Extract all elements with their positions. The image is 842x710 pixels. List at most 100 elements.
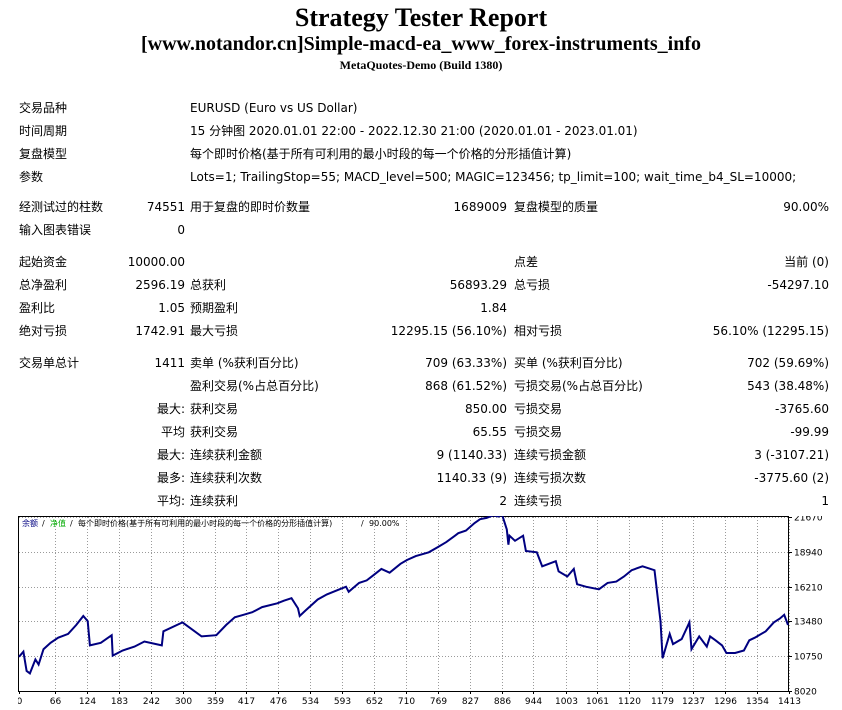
y-tick-label: 10750 — [794, 653, 823, 663]
expected-payoff-value: 1.84 — [480, 301, 507, 315]
plot-frame — [18, 516, 789, 692]
absolute-drawdown-label: 绝对亏损 — [19, 324, 68, 338]
profit-factor-label: 盈利比 — [19, 301, 56, 315]
max-consec-losses-label: 连续亏损金额 — [514, 448, 587, 462]
x-tick-label: 652 — [366, 697, 383, 707]
maximum-label: 最大: — [156, 448, 185, 462]
x-tick-label: 1179 — [651, 697, 674, 707]
y-tick-label: 21670 — [794, 516, 823, 524]
x-tick-label: 886 — [494, 697, 511, 707]
bars-label: 经测试过的柱数 — [19, 200, 104, 214]
axis-ticks: 0 66 124 183 242 300 359 417 476 534 593 652 710 769 8… — [18, 516, 823, 707]
x-tick-label: 944 — [525, 697, 542, 707]
model-label: 复盘模型 — [19, 147, 68, 161]
gross-loss-label: 总亏损 — [514, 278, 551, 292]
expected-payoff-label: 预期盈利 — [190, 301, 239, 315]
x-tick-label: 1061 — [586, 697, 609, 707]
relative-drawdown-label: 相对亏损 — [514, 324, 563, 338]
spread-label: 点差 — [514, 255, 539, 269]
legend-sep2: / — [70, 519, 73, 528]
most-label: 最多: — [156, 471, 185, 485]
chart-legend: 余额 / 净值 / 每个即时价格(基于所有可利用的最小时段的每一个价格的分形插值… — [22, 518, 400, 528]
gross-profit-value: 56893.29 — [449, 278, 507, 292]
ticks-value: 1689009 — [453, 200, 507, 214]
report-subtitle: [www.notandor.cn]Simple-macd-ea_www_fore… — [141, 33, 701, 55]
x-tick-label: 769 — [430, 697, 447, 707]
avg-consec-wins-value: 2 — [499, 494, 507, 508]
long-positions-value: 702 (59.69%) — [747, 356, 829, 370]
profit-factor-value: 1.05 — [158, 301, 185, 315]
long-positions-label: 买单 (%获利百分比) — [514, 356, 623, 370]
model-value: 每个即时价格(基于所有可利用的最小时段的每一个价格的分形插值计算) — [190, 147, 572, 161]
spread-value: 当前 (0) — [784, 255, 829, 269]
x-tick-label: 417 — [238, 697, 255, 707]
most-consec-losses-value: -3775.60 (2) — [754, 471, 829, 485]
average-label: 平均 — [160, 425, 185, 439]
x-tick-label: 242 — [143, 697, 160, 707]
symbol-label: 交易品种 — [19, 101, 68, 115]
y-tick-label: 13480 — [794, 618, 823, 628]
chart-grid — [19, 517, 790, 691]
x-tick-label: 593 — [334, 697, 351, 707]
max-consec-wins-label: 连续获利金额 — [190, 448, 263, 462]
net-profit-label: 总净盈利 — [19, 278, 68, 292]
build-info: MetaQuotes-Demo (Build 1380) — [339, 58, 503, 72]
average-loss-label: 亏损交易 — [514, 425, 563, 439]
y-tick-label: 16210 — [794, 584, 823, 594]
x-tick-label: 183 — [111, 697, 128, 707]
loss-trades-label: 亏损交易(%占总百分比) — [514, 379, 643, 393]
period-label: 时间周期 — [19, 124, 68, 138]
x-tick-label: 66 — [50, 697, 62, 707]
params-label: 参数 — [19, 170, 44, 184]
x-tick-label: 1237 — [682, 697, 705, 707]
period-value: 15 分钟图 2020.01.01 22:00 - 2022.12.30 21:… — [190, 124, 638, 138]
absolute-drawdown-value: 1742.91 — [135, 324, 185, 338]
gross-profit-label: 总获利 — [190, 278, 227, 292]
avg-consec-losses-label: 连续亏损 — [514, 494, 563, 508]
balance-series — [18, 516, 789, 675]
bars-value: 74551 — [146, 200, 185, 214]
average-profit-value: 65.55 — [472, 425, 507, 439]
average-loss-value: -99.99 — [790, 425, 829, 439]
relative-drawdown-value: 56.10% (12295.15) — [712, 324, 829, 338]
deposit-value: 10000.00 — [127, 255, 185, 269]
x-tick-label: 359 — [207, 697, 224, 707]
balance-line — [18, 516, 789, 675]
x-tick-label: 1120 — [618, 697, 641, 707]
avg-consec-wins-label: 连续获利 — [190, 494, 239, 508]
short-positions-value: 709 (63.33%) — [425, 356, 507, 370]
largest-profit-label: 获利交易 — [190, 402, 239, 416]
profit-trades-value: 868 (61.52%) — [425, 379, 507, 393]
x-tick-label: 476 — [270, 697, 287, 707]
x-tick-label: 827 — [462, 697, 479, 707]
loss-trades-value: 543 (38.48%) — [747, 379, 829, 393]
most-consec-wins-label: 连续获利次数 — [190, 471, 263, 485]
legend-quality: 90.00% — [369, 519, 400, 528]
x-tick-label: 1413 — [778, 697, 801, 707]
y-tick-label: 18940 — [794, 549, 823, 559]
x-tick-label: 1296 — [714, 697, 737, 707]
quality-label: 复盘模型的质量 — [514, 200, 599, 214]
errors-label: 输入图表错误 — [19, 223, 92, 237]
max-drawdown-value: 12295.15 (56.10%) — [390, 324, 507, 338]
y-tick-label: 8020 — [794, 688, 817, 698]
x-tick-label: 124 — [79, 697, 96, 707]
params-value: Lots=1; TrailingStop=55; MACD_level=500;… — [190, 170, 797, 184]
most-consec-losses-label: 连续亏损次数 — [514, 471, 587, 485]
legend-equity: 净值 — [50, 518, 66, 528]
x-tick-label: 1354 — [746, 697, 769, 707]
legend-sep3: / — [361, 519, 364, 528]
errors-value: 0 — [177, 223, 185, 237]
largest-loss-value: -3765.60 — [775, 402, 829, 416]
symbol-value: EURUSD (Euro vs US Dollar) — [190, 101, 358, 115]
x-tick-label: 710 — [398, 697, 415, 707]
avg-consec-losses-value: 1 — [821, 494, 829, 508]
largest-profit-value: 850.00 — [465, 402, 507, 416]
balance-chart: 0 66 124 183 242 300 359 417 476 534 593 652 710 769 8… — [18, 516, 823, 707]
total-trades-value: 1411 — [154, 356, 185, 370]
x-tick-label: 534 — [302, 697, 319, 707]
quality-value: 90.00% — [783, 200, 829, 214]
max-consec-wins-value: 9 (1140.33) — [436, 448, 507, 462]
max-drawdown-label: 最大亏损 — [190, 324, 239, 338]
x-tick-label: 0 — [18, 697, 23, 707]
